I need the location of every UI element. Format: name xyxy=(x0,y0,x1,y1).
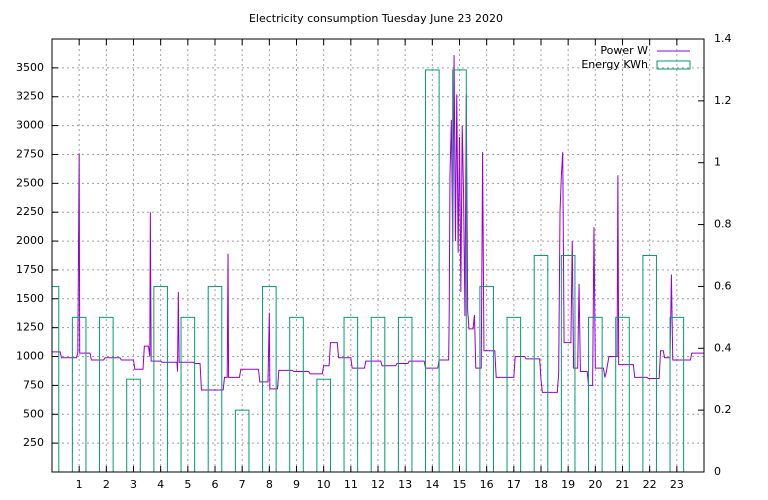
legend-label: Power W xyxy=(600,44,648,57)
y-tick-label: 2000 xyxy=(16,234,44,247)
x-tick-label: 14 xyxy=(425,478,439,491)
energy-box xyxy=(370,316,386,472)
y-tick-label: 3000 xyxy=(16,119,44,132)
x-tick-label: 12 xyxy=(371,478,385,491)
y2-tick-label: 1 xyxy=(714,156,721,169)
energy-box xyxy=(397,316,413,472)
chart-title: Electricity consumption Tuesday June 23 … xyxy=(249,12,503,25)
energy-box xyxy=(425,69,440,472)
x-tick-label: 21 xyxy=(616,478,630,491)
energy-box xyxy=(642,255,657,472)
x-tick-label: 2 xyxy=(103,478,110,491)
y2-tick-label: 0.2 xyxy=(714,403,732,416)
y-tick-label: 2500 xyxy=(16,176,44,189)
x-tick-label: 20 xyxy=(588,478,602,491)
y-tick-label: 1000 xyxy=(16,350,44,363)
x-tick-label: 22 xyxy=(643,478,657,491)
y-tick-label: 2750 xyxy=(16,147,44,160)
y2-tick-label: 1.4 xyxy=(714,32,732,45)
legend-label: Energy KWh xyxy=(581,58,648,71)
y2-tick-label: 0 xyxy=(714,465,721,478)
x-tick-label: 13 xyxy=(398,478,412,491)
x-tick-label: 18 xyxy=(534,478,548,491)
x-tick-label: 5 xyxy=(184,478,191,491)
energy-box xyxy=(289,316,304,472)
energy-box xyxy=(343,316,359,472)
y-tick-label: 1500 xyxy=(16,292,44,305)
x-tick-label: 7 xyxy=(239,478,246,491)
y-tick-label: 500 xyxy=(23,407,44,420)
energy-box xyxy=(180,316,196,472)
x-tick-label: 3 xyxy=(130,478,137,491)
energy-box xyxy=(52,285,60,472)
plot-border xyxy=(51,38,705,473)
x-tick-label: 19 xyxy=(561,478,575,491)
y-tick-label: 250 xyxy=(23,436,44,449)
x-tick-label: 11 xyxy=(344,478,358,491)
x-tick-label: 10 xyxy=(317,478,331,491)
x-tick-label: 9 xyxy=(293,478,300,491)
x-tick-label: 16 xyxy=(480,478,494,491)
energy-box xyxy=(588,316,603,472)
legend-swatch xyxy=(656,60,691,70)
y-tick-label: 750 xyxy=(23,378,44,391)
x-tick-label: 17 xyxy=(507,478,521,491)
x-tick-label: 1 xyxy=(76,478,83,491)
power-line xyxy=(52,55,704,393)
y-tick-label: 1750 xyxy=(16,263,44,276)
y-tick-label: 3250 xyxy=(16,90,44,103)
plot-area xyxy=(52,55,704,472)
energy-box xyxy=(126,378,141,472)
y2-tick-label: 0.4 xyxy=(714,341,732,354)
y2-tick-label: 0.8 xyxy=(714,218,732,231)
energy-box xyxy=(560,255,576,472)
y-tick-label: 1250 xyxy=(16,321,44,334)
energy-box xyxy=(615,316,630,472)
x-tick-label: 23 xyxy=(670,478,684,491)
energy-box xyxy=(316,378,331,472)
energy-box xyxy=(669,316,685,472)
x-tick-label: 6 xyxy=(212,478,219,491)
x-tick-label: 8 xyxy=(266,478,273,491)
energy-box xyxy=(99,316,114,472)
energy-box xyxy=(452,69,467,472)
energy-box xyxy=(506,316,522,472)
energy-box xyxy=(71,316,87,472)
x-tick-label: 4 xyxy=(157,478,164,491)
y-tick-label: 3500 xyxy=(16,61,44,74)
y2-tick-label: 1.2 xyxy=(714,94,732,107)
x-tick-label: 15 xyxy=(453,478,467,491)
energy-box xyxy=(533,255,549,472)
y-tick-label: 2250 xyxy=(16,205,44,218)
y2-tick-label: 0.6 xyxy=(714,279,732,292)
